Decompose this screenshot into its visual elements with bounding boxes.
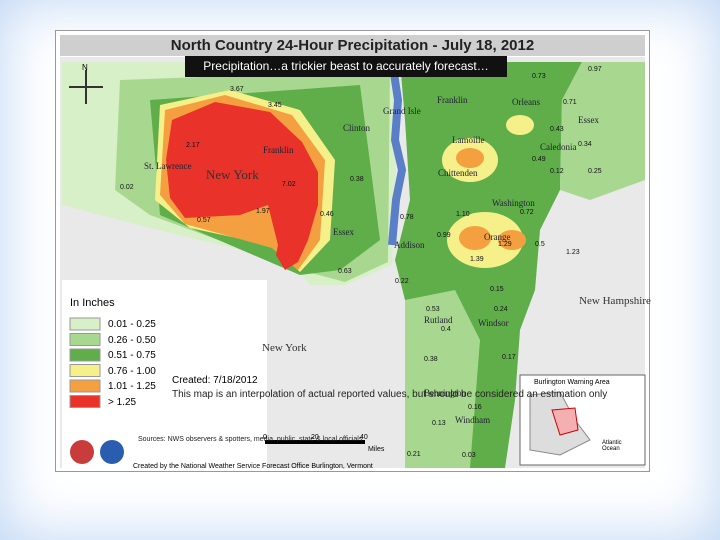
scale-unit: Miles bbox=[368, 446, 385, 453]
reading: 0.15 bbox=[490, 286, 504, 293]
reading: 1.39 bbox=[470, 256, 484, 263]
place-label: Clinton bbox=[343, 123, 371, 133]
place-label: Essex bbox=[333, 227, 354, 237]
place-label: New Hampshire bbox=[579, 295, 651, 307]
place-label: Chittenden bbox=[438, 168, 478, 178]
place-label: St. Lawrence bbox=[144, 161, 192, 171]
inset-area bbox=[551, 407, 579, 436]
legend-label: 1.01 - 1.25 bbox=[108, 381, 156, 392]
reading: 0.99 bbox=[437, 232, 451, 239]
place-label: Caledonia bbox=[540, 142, 577, 152]
reading: 0.72 bbox=[520, 209, 534, 216]
vt-band bbox=[459, 226, 491, 250]
reading: 2.17 bbox=[186, 142, 200, 149]
scale-tick: 20 bbox=[311, 434, 319, 441]
place-label: New York bbox=[262, 342, 307, 354]
reading: 0.16 bbox=[468, 404, 482, 411]
place-label: Orleans bbox=[512, 97, 540, 107]
reading: 7.02 bbox=[282, 181, 296, 188]
reading: 1.10 bbox=[456, 211, 470, 218]
place-label: Franklin bbox=[263, 145, 294, 155]
credit: Created by the National Weather Service … bbox=[133, 463, 373, 470]
place-label: Bennington bbox=[424, 388, 466, 398]
reading: 0.97 bbox=[588, 66, 602, 73]
place-label: Washington bbox=[492, 198, 535, 208]
reading: 0.13 bbox=[432, 420, 446, 427]
reading: 0.73 bbox=[532, 73, 546, 80]
reading: 0.49 bbox=[532, 156, 546, 163]
reading: 0.5 bbox=[535, 241, 545, 248]
legend-swatch bbox=[69, 364, 101, 377]
ny-band bbox=[166, 102, 318, 270]
place-label: Lamoille bbox=[452, 135, 485, 145]
reading: 0.21 bbox=[407, 451, 421, 458]
legend-label: 0.26 - 0.50 bbox=[108, 334, 156, 346]
banner: Precipitation…a trickier beast to accura… bbox=[185, 56, 507, 77]
place-label: Addison bbox=[394, 240, 425, 250]
legend-swatch bbox=[69, 317, 101, 331]
reading: 1.23 bbox=[566, 249, 580, 256]
legend-swatch bbox=[69, 395, 101, 408]
vt-band bbox=[405, 290, 480, 468]
reading: 0.22 bbox=[395, 278, 409, 285]
legend-swatch bbox=[69, 379, 101, 393]
reading: 0.71 bbox=[563, 99, 577, 106]
reading: 0.38 bbox=[424, 356, 438, 363]
place-label: New York bbox=[206, 167, 259, 182]
reading: 0.03 bbox=[462, 452, 476, 459]
legend-swatch bbox=[69, 333, 101, 346]
inset-label: Atlantic Ocean bbox=[602, 440, 622, 452]
reading: 0.4 bbox=[441, 326, 451, 333]
reading: 3.45 bbox=[268, 102, 282, 109]
reading: 0.25 bbox=[588, 168, 602, 175]
reading: 0.17 bbox=[502, 354, 516, 361]
reading: 0.43 bbox=[550, 126, 564, 133]
vt-band bbox=[456, 148, 484, 168]
place-label: Grand Isle bbox=[383, 106, 421, 116]
reading: 1.97 bbox=[256, 208, 270, 215]
scale-bar bbox=[265, 440, 365, 444]
vt-band bbox=[506, 115, 534, 135]
legend-label: > 1.25 bbox=[108, 396, 137, 408]
place-label: Windham bbox=[455, 415, 491, 425]
place-label: Windsor bbox=[478, 318, 509, 328]
legend-label: 0.01 - 0.25 bbox=[108, 319, 156, 330]
note: This map is an interpolation of actual r… bbox=[172, 389, 608, 400]
lake-champlain bbox=[388, 59, 407, 246]
created-label: Created: 7/18/2012 bbox=[172, 375, 258, 386]
map-title: North Country 24-Hour Precipitation - Ju… bbox=[60, 35, 645, 56]
nh-band bbox=[560, 62, 645, 200]
reading: 3.67 bbox=[230, 86, 244, 93]
vt-band bbox=[498, 230, 526, 250]
legend-swatch bbox=[69, 348, 101, 362]
sources: Sources: NWS observers & spotters, media… bbox=[138, 436, 363, 443]
scale-tick: 40 bbox=[360, 434, 368, 441]
place-label: Rutland bbox=[424, 315, 453, 325]
reading: 0.46 bbox=[320, 211, 334, 218]
nws-logo bbox=[70, 440, 94, 464]
reading: 0.34 bbox=[578, 141, 592, 148]
reading: 0.63 bbox=[338, 268, 352, 275]
reading: 0.02 bbox=[120, 184, 134, 191]
legend-title: In Inches bbox=[70, 297, 115, 309]
reading: 1.29 bbox=[498, 241, 512, 248]
reading: 0.38 bbox=[350, 176, 364, 183]
place-label: Franklin bbox=[437, 95, 468, 105]
reading: 0.24 bbox=[494, 306, 508, 313]
reading: 0.57 bbox=[197, 217, 211, 224]
place-label: Essex bbox=[578, 115, 599, 125]
legend-label: 0.76 - 1.00 bbox=[108, 365, 156, 377]
scale-tick: 0 bbox=[263, 434, 267, 441]
legend-label: 0.51 - 0.75 bbox=[108, 350, 156, 361]
noaa-logo bbox=[100, 440, 124, 464]
compass bbox=[69, 70, 103, 104]
reading: 0.78 bbox=[400, 214, 414, 221]
reading: 0.12 bbox=[550, 168, 564, 175]
place-label: Orange bbox=[484, 232, 511, 242]
compass-label: N bbox=[82, 63, 88, 72]
inset-title: Burlington Warning Area bbox=[534, 379, 610, 386]
reading: 0.53 bbox=[426, 306, 440, 313]
